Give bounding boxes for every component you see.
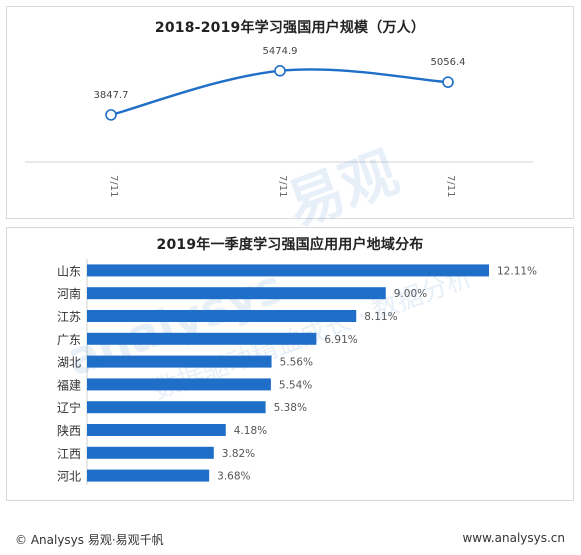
bar-chart-title: 2019年一季度学习强国应用用户地域分布 xyxy=(156,237,424,253)
bar-chart-panel: 2019年一季度学习强国应用用户地域分布 山东 12.11% 河南 9.00% 江苏 8.… xyxy=(6,227,574,501)
line-chart-title: 2018-2019年学习强国用户规模（万人） xyxy=(154,20,426,36)
bar-category-label: 江苏 xyxy=(57,310,81,324)
x-tick-label: 7/11 xyxy=(108,175,119,197)
line-data-label: 5056.4 xyxy=(431,57,466,68)
x-tick-label: 7/11 xyxy=(277,175,288,197)
bar-value-label: 4.18% xyxy=(234,425,267,437)
bar xyxy=(87,469,210,482)
line-point xyxy=(105,109,117,121)
bar-value-label: 9.00% xyxy=(394,288,427,300)
line-chart: 3847.7 7/11 5474.9 7/11 5056.4 7/11 xyxy=(25,46,533,197)
bar-category-label: 山东 xyxy=(57,264,81,278)
footer-website: www.analysys.cn xyxy=(462,531,565,545)
bar-category-label: 江西 xyxy=(57,447,81,461)
bar-category-label: 广东 xyxy=(57,333,81,347)
bar-value-label: 6.91% xyxy=(324,334,357,346)
bar xyxy=(87,264,489,277)
bar xyxy=(87,287,386,300)
bar-category-label: 陕西 xyxy=(57,423,81,438)
line-chart-panel: 2018-2019年学习强国用户规模（万人） 3847.7 7/11 5474.9 7… xyxy=(6,6,574,219)
bar xyxy=(87,446,214,459)
bar-value-label: 5.56% xyxy=(280,357,313,369)
x-tick-label: 7/11 xyxy=(445,175,456,197)
bar-value-label: 3.68% xyxy=(217,471,250,483)
bar xyxy=(87,378,271,391)
bar-value-label: 5.38% xyxy=(274,402,307,414)
bar xyxy=(87,424,226,436)
footer-copyright: © Analysys 易观·易观千帆 xyxy=(15,533,164,547)
footer: © Analysys 易观·易观千帆 www.analysys.cn xyxy=(0,522,581,555)
line-point xyxy=(442,76,454,88)
bar-value-label: 3.82% xyxy=(222,448,255,460)
bar-value-label: 12.11% xyxy=(497,265,537,277)
bar-category-label: 湖北 xyxy=(57,355,81,370)
bar-value-label: 8.11% xyxy=(364,311,397,323)
bar xyxy=(87,355,272,368)
bar-category-label: 河南 xyxy=(57,286,81,301)
bar-value-label: 5.54% xyxy=(279,379,312,391)
bar xyxy=(87,310,357,322)
bar-category-label: 河北 xyxy=(57,470,81,484)
line-data-label: 3847.7 xyxy=(94,90,129,101)
bar-category-label: 辽宁 xyxy=(57,400,81,415)
bar xyxy=(87,401,266,414)
bar xyxy=(87,332,317,345)
line-data-label: 5474.9 xyxy=(263,46,298,57)
bar-chart: 山东 12.11% 河南 9.00% 江苏 8.11% 广东 6.91% 湖北 5.56% 福建 5.… xyxy=(57,259,537,485)
bar-category-label: 福建 xyxy=(57,377,81,392)
line-point xyxy=(274,65,286,77)
